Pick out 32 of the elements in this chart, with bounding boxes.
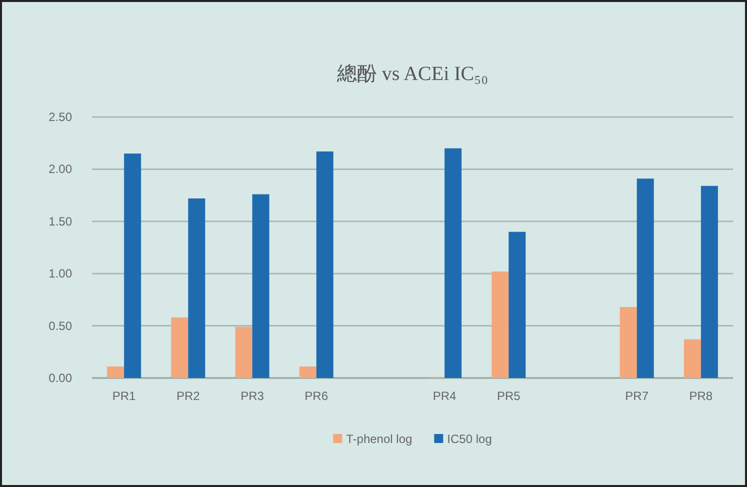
bar xyxy=(252,194,270,378)
bar xyxy=(188,198,206,378)
bar xyxy=(444,148,462,378)
legend-label: IC50 log xyxy=(447,432,492,446)
y-tick-label: 1.50 xyxy=(48,214,72,228)
bar xyxy=(171,317,188,378)
bar xyxy=(508,232,526,378)
y-tick-label: 2.50 xyxy=(48,110,72,124)
y-tick-label: 0.50 xyxy=(48,318,72,333)
x-tick-label: PR7 xyxy=(625,389,649,403)
x-tick-label: PR1 xyxy=(112,389,136,403)
bar xyxy=(620,307,637,378)
x-tick-label: PR4 xyxy=(432,389,457,403)
bar xyxy=(235,326,252,378)
bar xyxy=(636,178,654,378)
x-tick-label: PR3 xyxy=(240,389,264,403)
bar xyxy=(124,154,142,378)
bar xyxy=(107,366,124,378)
bar xyxy=(316,151,334,378)
bar xyxy=(684,339,701,378)
legend-label: T-phenol log xyxy=(346,432,412,446)
y-tick-label: 2.00 xyxy=(48,162,72,176)
x-tick-label: PR6 xyxy=(304,389,328,403)
bar xyxy=(492,272,509,378)
y-tick-label: 0.00 xyxy=(48,371,72,385)
y-tick-label: 1.00 xyxy=(48,266,72,281)
x-tick-label: PR2 xyxy=(176,389,200,403)
bar xyxy=(700,186,718,378)
x-tick-label: PR8 xyxy=(689,389,713,403)
bar xyxy=(299,366,316,378)
chart-title: 總酚 vs ACEi IC₅₀ xyxy=(336,63,488,85)
x-tick-label: PR5 xyxy=(496,389,521,403)
